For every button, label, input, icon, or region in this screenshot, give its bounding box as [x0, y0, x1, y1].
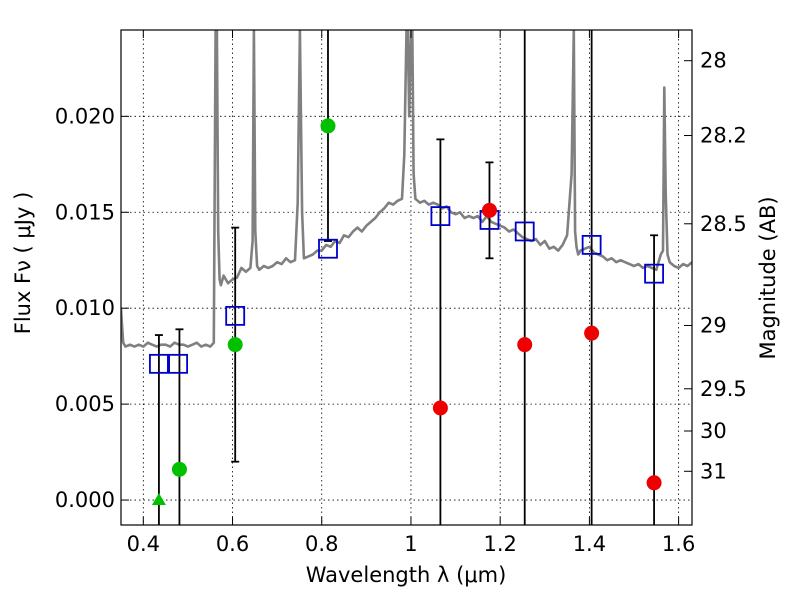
- detection-marker: [227, 337, 243, 353]
- y-axis-label-right: Magnitude (AB): [756, 196, 780, 359]
- right-tick-label: 30: [700, 419, 727, 443]
- detection-marker: [171, 461, 187, 477]
- y-tick-label: 0.015: [55, 200, 115, 224]
- upper-limit-marker: [151, 493, 166, 506]
- right-tick-label: 29.5: [700, 377, 747, 401]
- model-photometry-marker: [149, 353, 169, 374]
- model-photometry-marker: [644, 263, 664, 284]
- model-photometry-marker: [168, 353, 189, 374]
- right-tick-label: 28.2: [700, 124, 747, 148]
- right-tick-label: 28: [700, 49, 727, 73]
- y-axis-label: Flux Fν ( μJy ): [11, 192, 35, 335]
- non-detection-marker: [481, 202, 497, 218]
- non-detection-marker: [432, 400, 448, 416]
- grid: [121, 30, 692, 525]
- non-detection-marker: [517, 337, 533, 353]
- x-tick-label: 0.8: [305, 532, 338, 556]
- right-tick-label: 31: [700, 459, 727, 483]
- x-tick-label: 0.6: [216, 532, 249, 556]
- detection-marker: [320, 118, 336, 134]
- model-photometry-marker: [318, 238, 338, 259]
- right-tick-label: 28.5: [700, 212, 747, 236]
- y-tick-label: 0.005: [55, 392, 115, 416]
- axes: 0.4 0.6 0.8 1 1.2 1.4 1.6 0.000 0.005 0.010 0.015 0…: [55, 29, 747, 556]
- plot-area: [121, 30, 692, 525]
- x-tick-label: 0.4: [127, 532, 160, 556]
- x-axis-label: Wavelength λ (μm): [306, 563, 507, 587]
- x-tick-label: 1.4: [573, 532, 606, 556]
- model-photometry-marker: [514, 221, 535, 242]
- right-tick-label: 29: [700, 313, 727, 337]
- y-tick-label: 0.020: [55, 104, 115, 128]
- model-photometry-marker: [430, 206, 451, 227]
- non-detection-marker: [646, 475, 662, 491]
- x-tick-label: 1: [404, 532, 417, 556]
- x-tick-label: 1.2: [483, 532, 516, 556]
- model-photometry-marker: [581, 234, 602, 255]
- x-tick-label: 1.6: [662, 532, 695, 556]
- y-tick-label: 0.000: [55, 488, 115, 512]
- plot-frame: [120, 29, 693, 526]
- non-detection-marker: [584, 325, 600, 341]
- spectrum-line: [121, 30, 692, 348]
- model-photometry-marker: [225, 305, 246, 326]
- y-tick-label: 0.010: [55, 296, 115, 320]
